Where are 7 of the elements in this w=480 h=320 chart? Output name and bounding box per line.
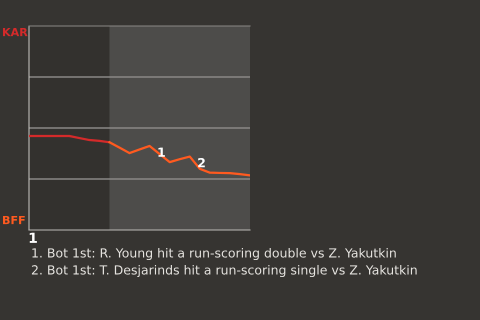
text: KAR xyxy=(3,28,28,36)
text: 1. Bot 1st: R. Young hit a run-scoring double vs Z. Yakutkin xyxy=(32,248,396,260)
annotation: 2 xyxy=(198,158,205,168)
annotation: 1 xyxy=(158,148,165,157)
text: 2. Bot 1st: T. Desjarinds hit a run-scoring single vs Z. Yakutkin xyxy=(32,264,417,278)
text: 1 xyxy=(30,232,37,243)
text: BFF xyxy=(3,216,25,224)
